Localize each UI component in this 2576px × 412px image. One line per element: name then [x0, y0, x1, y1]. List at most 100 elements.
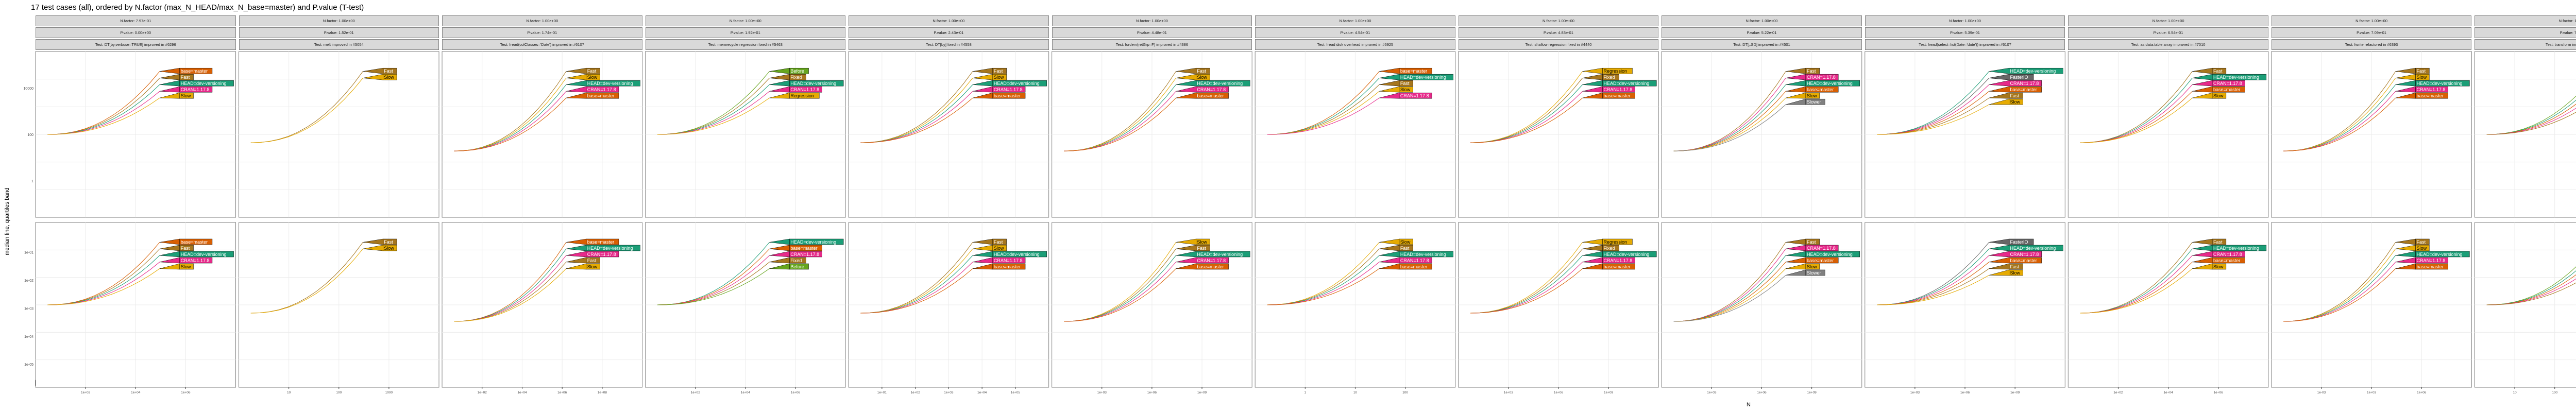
series-label-box [1196, 92, 1229, 99]
series-label-box [1196, 245, 1210, 251]
x-tick-label: 1e+06 [791, 391, 801, 394]
series-label-box [586, 251, 619, 258]
strip-p-value: P.value: 1.74e-01 [442, 27, 642, 38]
series-label: HEAD=dev-versioning [2010, 68, 2056, 74]
x-tick-label: 1e+06 [2214, 391, 2224, 394]
series-label: Fixed [790, 258, 802, 263]
x-tick-label: 1e+06 [181, 391, 191, 394]
strip-p-value: P.value: 5.39e-01 [1865, 27, 2065, 38]
series-label-box [2415, 245, 2430, 251]
x-tick-label: 1e+06 [1554, 391, 1564, 394]
series-label: Fixed [1603, 75, 1615, 80]
x-tick-label: 1e+09 [2010, 391, 2020, 394]
strip-n-factor: N.factor: 1.00e+00 [239, 15, 439, 26]
series-label: Slower [1807, 270, 1821, 276]
series-line [2080, 268, 2193, 314]
series-label: Fast [994, 68, 1003, 74]
series-label: Fast [181, 75, 190, 80]
strip-n-factor: N.factor: 1.00e+00 [442, 15, 642, 26]
series-label: Slow [1197, 239, 1207, 245]
series-label: base=master [181, 239, 208, 245]
series-label: HEAD=dev-versioning [994, 252, 1040, 257]
series-label-box [992, 80, 1047, 87]
series-line [47, 268, 160, 305]
series-label-box [1805, 67, 1820, 74]
series-label: CRAN=1.17.8 [2213, 81, 2242, 86]
series-label-box [2212, 80, 2245, 87]
series-label-box [992, 74, 1007, 80]
series-label: base=master [2213, 87, 2240, 92]
series-label: CRAN=1.17.8 [181, 258, 210, 263]
series-label: Fast [2213, 68, 2223, 74]
series-label: HEAD=dev-versioning [1807, 81, 1853, 86]
series-line [454, 268, 567, 322]
series-label: HEAD=dev-versioning [2213, 246, 2259, 251]
x-tick-label: 1e+06 [1147, 391, 1157, 394]
series-label-box [586, 238, 619, 245]
series-label-box [383, 238, 397, 245]
series-label: Fast [181, 246, 190, 251]
series-label: Fast [2213, 239, 2223, 245]
series-label-box [2415, 67, 2430, 74]
series-label-box [2212, 86, 2245, 93]
x-tick-label: 100 [2552, 391, 2557, 394]
series-label: base=master [790, 246, 817, 251]
series-label-box [1602, 238, 1633, 245]
series-label-box [789, 74, 806, 80]
series-label-box [2212, 238, 2227, 245]
series-label: base=master [181, 68, 208, 74]
series-label-box [2212, 67, 2227, 74]
series-label-box [2212, 263, 2227, 270]
series-label: Before [790, 68, 804, 74]
strip-n-factor: N.factor: 1.00e+00 [2271, 15, 2472, 26]
series-label-box [2212, 74, 2267, 80]
series-label: FasterIO [2010, 75, 2028, 80]
series-label-box [992, 257, 1026, 264]
series-label-box [789, 263, 809, 270]
chart-title: 17 test cases (all), ordered by N.factor… [31, 3, 364, 12]
series-label: CRAN=1.17.8 [1807, 75, 1836, 80]
series-label-box [1399, 238, 1413, 245]
series-label: HEAD=dev-versioning [2417, 252, 2463, 257]
series-label: CRAN=1.17.8 [2213, 252, 2242, 257]
strip-p-value: P.value: 6.54e-01 [2068, 27, 2268, 38]
series-label-box [1399, 74, 1453, 80]
series-label: Slow [1400, 239, 1411, 245]
series-label: CRAN=1.17.8 [181, 87, 210, 92]
series-line [1267, 97, 1380, 135]
series-label: base=master [587, 93, 614, 98]
series-label: Slow [1807, 93, 1817, 98]
strip-n-factor: N.factor: 1.00e+00 [2475, 15, 2576, 26]
series-label-box [2415, 80, 2470, 87]
series-label-box [2009, 245, 2063, 251]
series-label-box [2415, 92, 2449, 99]
series-label-box [2415, 86, 2449, 93]
series-label: CRAN=1.17.8 [1197, 87, 1226, 92]
series-label: CRAN=1.17.8 [994, 87, 1023, 92]
series-label-box [1196, 80, 1250, 87]
x-tick-label: 1e+02 [2113, 391, 2123, 394]
series-label-box [2415, 257, 2449, 264]
series-label-box [1399, 92, 1432, 99]
series-label-box [586, 263, 600, 270]
series-label: base=master [994, 264, 1021, 269]
strip-test: Test: DT[,.SD] improved in #4501 [1662, 39, 1862, 50]
series-label: Fast [1807, 68, 1816, 74]
series-label-box [1602, 86, 1635, 93]
series-label-box [1602, 67, 1633, 74]
series-label: Fast [2010, 93, 2020, 98]
series-label-box [2212, 92, 2227, 99]
series-label-box [586, 67, 600, 74]
strip-n-factor: N.factor: 1.00e+00 [1255, 15, 1455, 26]
series-label-box [586, 257, 600, 264]
series-label-box [2212, 251, 2245, 258]
strip-n-factor: N.factor: 1.00e+00 [1458, 15, 1659, 26]
series-label-box [1196, 86, 1229, 93]
series-label-box [2415, 251, 2470, 258]
y-tick-label: 1e-02 [24, 279, 33, 283]
series-label-box [1602, 92, 1635, 99]
series-label-box [1399, 257, 1432, 264]
series-label: base=master [2213, 258, 2240, 263]
strip-n-factor: N.factor: 1.00e+00 [849, 15, 1049, 26]
